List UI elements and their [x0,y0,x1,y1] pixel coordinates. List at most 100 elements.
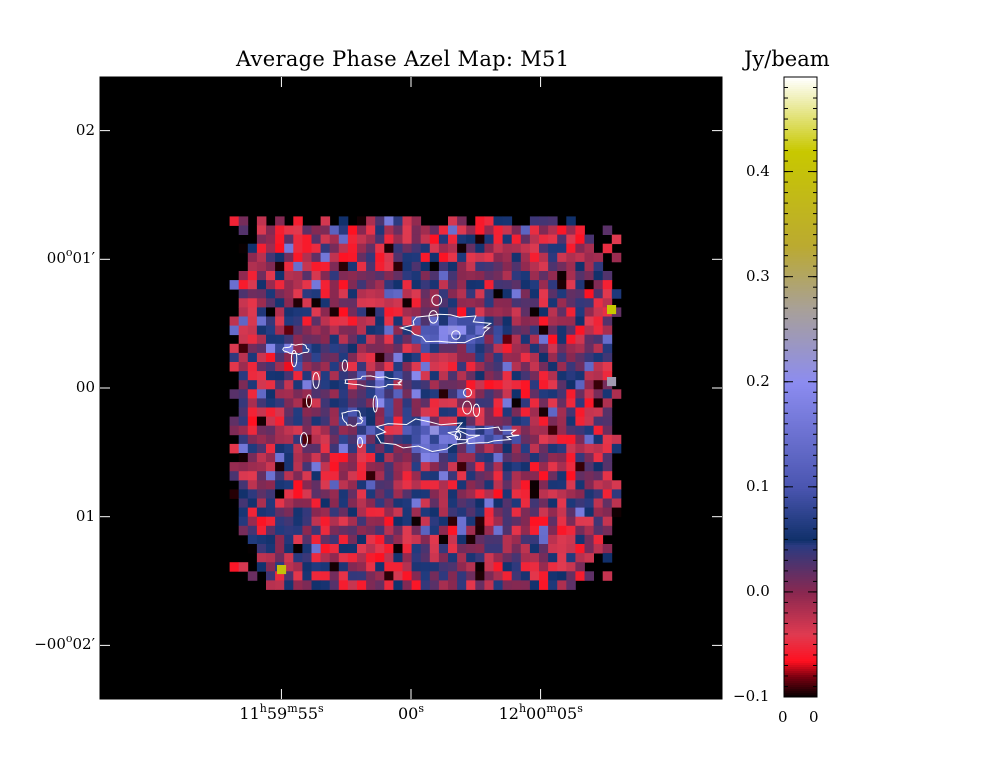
colorbar-band [784,645,817,648]
map-pixel [402,507,412,518]
map-pixel [539,280,549,290]
map-pixel [457,425,467,436]
map-pixel [402,416,412,427]
map-pixel [411,243,422,254]
map-pixel [502,389,513,399]
map-pixel [302,453,312,463]
map-pixel [420,498,431,508]
map-pixel [584,544,594,554]
map-pixel [493,271,503,281]
map-pixel [511,425,522,436]
map-pixel [575,334,585,345]
colorbar-band [784,177,817,180]
map-pixel [511,289,522,299]
map-pixel [366,425,376,436]
map-pixel [520,225,531,235]
colorbar-band [784,335,817,338]
colorbar-band [784,585,817,588]
map-pixel [584,280,594,290]
map-pixel [520,407,531,417]
map-pixel [338,425,349,436]
map-pixel [493,280,503,290]
map-pixel [229,280,240,290]
map-pixel [338,243,349,254]
map-pixel [275,243,285,254]
map-pixel [320,471,331,481]
map-pixel [366,498,376,508]
colorbar-band [784,231,817,234]
map-pixel [357,525,367,536]
colorbar-band [784,435,817,438]
colorbar-band [784,443,817,446]
colorbar-band [784,213,817,216]
map-pixel [357,398,367,408]
map-pixel [466,434,476,445]
map-pixel [266,334,276,345]
map-pixel [366,225,376,235]
map-pixel [266,225,276,235]
colorbar-band [784,445,817,448]
map-pixel [539,325,549,336]
colorbar-band [784,237,817,240]
y-tick-label: 01 [75,506,95,525]
map-pixel [584,507,594,518]
map-pixel [266,289,276,299]
map-pixel [238,507,249,518]
map-pixel [411,507,422,518]
map-pixel [320,425,331,436]
map-pixel [457,398,467,408]
map-pixel [602,343,613,354]
map-pixel [420,525,431,536]
map-pixel [557,261,567,272]
map-pixel [238,216,249,226]
map-pixel [539,362,549,372]
map-pixel [511,489,522,499]
map-pixel [393,471,403,481]
map-pixel [256,252,267,263]
map-pixel [448,489,458,499]
contour-line [375,418,481,453]
map-pixel [593,298,604,308]
map-pixel [539,216,549,226]
map-pixel [329,525,340,536]
map-pixel [548,352,558,363]
map-pixel [347,425,358,436]
colorbar-band [784,297,817,300]
map-pixel [284,516,294,527]
map-pixel [393,280,403,290]
map-pixel [284,571,294,581]
map-pixel [466,252,476,263]
map-pixel [357,289,367,299]
map-pixel [266,525,276,536]
map-pixel [238,434,249,445]
map-pixel [329,280,340,290]
map-pixel [484,389,494,399]
map-pixel [338,544,349,554]
map-pixel [402,498,412,508]
map-pixel [293,498,303,508]
map-pixel [529,425,540,436]
map-pixel [466,562,476,572]
map-pixel [429,334,440,345]
map-pixel [357,334,367,345]
map-pixel [529,507,540,518]
map-pixel [302,516,312,527]
map-pixel [529,553,540,563]
map-pixel [529,252,540,263]
colorbar-band [784,695,817,698]
map-pixel [411,534,422,545]
colorbar-band [784,303,817,306]
map-pixel [539,534,549,545]
map-pixel [557,553,567,563]
contour-line [300,432,308,448]
map-pixel [311,371,321,381]
colorbar-band [784,375,817,378]
map-pixel [548,280,558,290]
map-pixel [338,553,349,563]
map-pixel [256,243,267,254]
map-pixel [238,398,249,408]
map-pixel [311,443,321,454]
map-pixel [275,571,285,581]
map-pixel [256,544,267,554]
colorbar-band [784,527,817,530]
